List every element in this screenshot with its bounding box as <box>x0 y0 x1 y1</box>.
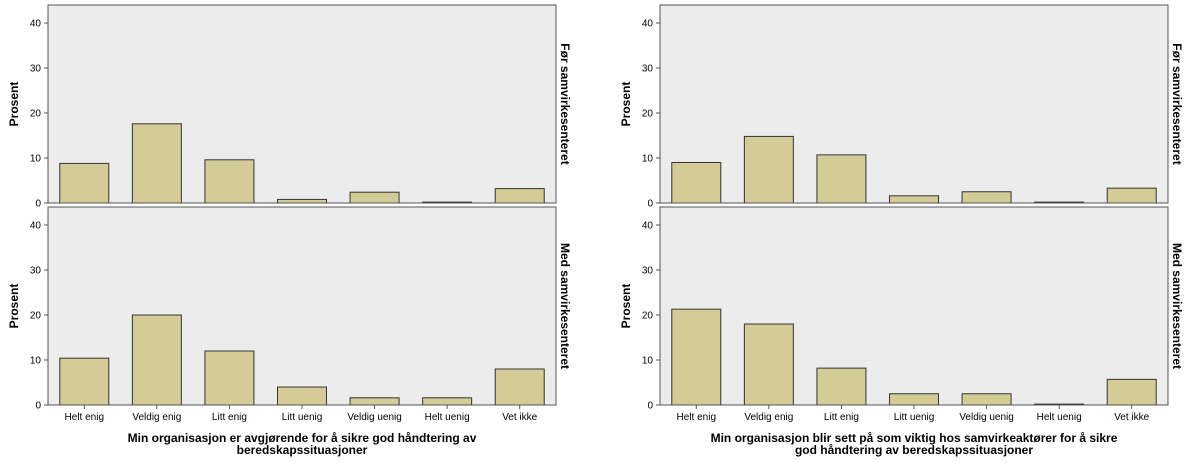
bar-4 <box>277 386 327 406</box>
y-tick-label: 30 <box>642 266 654 277</box>
plot-area <box>660 207 1168 405</box>
bar-7 <box>494 188 545 204</box>
y-tick-label: 20 <box>30 311 42 322</box>
x-tick-label: Helt uenig <box>425 412 470 423</box>
chart-1: 0 10 20 30 40 Prosent Før samvirkesenteret 0 10 2… <box>7 4 572 457</box>
y-tick-label: 10 <box>30 154 42 165</box>
y-tick-label: 10 <box>642 154 654 165</box>
chart-1-panel-2: 0 10 20 30 40 Prosent Med samvirkesenteret <box>7 206 572 412</box>
bar-3 <box>204 159 255 204</box>
y-tick-label: 30 <box>642 64 654 75</box>
bar-7 <box>1106 378 1157 406</box>
facet-label: Før samvirkesenteret <box>1170 43 1184 164</box>
y-tick-label: 20 <box>642 109 654 120</box>
x-tick-label: Vet ikke <box>502 412 537 423</box>
y-tick-label: 0 <box>647 401 653 412</box>
bar-1 <box>59 357 110 406</box>
x-tick-label: Veldig uenig <box>959 412 1014 423</box>
bar-4 <box>889 195 939 204</box>
facet-label: Før samvirkesenteret <box>558 43 572 164</box>
x-tick-label: Helt enig <box>677 412 716 423</box>
bar-3 <box>816 154 867 204</box>
facet-label: Med samvirkesenteret <box>558 243 572 369</box>
x-tick-label: Veldig enig <box>744 412 793 423</box>
x-tick-label: Litt uenig <box>282 412 323 423</box>
y-tick-label: 20 <box>30 109 42 120</box>
y-tick-label: 0 <box>35 401 41 412</box>
plot-frame <box>47 4 557 204</box>
y-tick-label: 30 <box>30 266 42 277</box>
chart-2-panel-2: 0 10 20 30 40 Prosent Med samvirkesenteret <box>619 206 1184 412</box>
bar-3 <box>816 367 867 406</box>
bar-6 <box>422 397 473 406</box>
chart-2: 0 10 20 30 40 Prosent Før samvirkesenteret 0 10 2… <box>619 4 1184 457</box>
y-tick-label: 0 <box>647 199 653 210</box>
y-tick-label: 40 <box>30 221 42 232</box>
y-tick-label: 10 <box>642 356 654 367</box>
bar-2 <box>131 314 182 406</box>
x-axis-label: god håndtering av beredskapssituasjoner <box>795 443 1033 457</box>
bar-4 <box>889 393 939 406</box>
x-axis-label: Min organisasjon er avgjørende for å sik… <box>128 431 477 445</box>
bar-1 <box>671 308 722 406</box>
x-tick-label: Litt enig <box>212 412 247 423</box>
bar-1 <box>59 162 110 204</box>
x-tick-label: Litt enig <box>824 412 859 423</box>
y-axis-label: Prosent <box>619 82 633 127</box>
chart-2-panel-1: 0 10 20 30 40 Prosent Før samvirkesenteret <box>619 4 1184 210</box>
y-tick-label: 20 <box>642 311 654 322</box>
plot-area <box>48 207 556 405</box>
y-axis-label: Prosent <box>619 284 633 329</box>
bar-4 <box>277 198 327 204</box>
bar-2 <box>743 323 794 406</box>
bar-3 <box>204 350 255 406</box>
bar-5 <box>961 393 1012 406</box>
facet-label: Med samvirkesenteret <box>1170 243 1184 369</box>
bar-5 <box>349 191 400 204</box>
plot-frame <box>659 4 1169 204</box>
x-tick-label: Litt uenig <box>894 412 935 423</box>
y-axis-label: Prosent <box>7 284 21 329</box>
bar-7 <box>1106 187 1157 204</box>
plot-area <box>660 5 1168 203</box>
x-tick-label: Helt uenig <box>1037 412 1082 423</box>
bar-5 <box>961 191 1012 204</box>
y-tick-label: 40 <box>642 221 654 232</box>
x-axis-label: beredskapssituasjoner <box>237 443 368 457</box>
y-tick-label: 40 <box>642 19 654 30</box>
x-tick-label: Veldig enig <box>132 412 181 423</box>
plot-area <box>48 5 556 203</box>
x-tick-label: Vet ikke <box>1114 412 1149 423</box>
y-tick-label: 30 <box>30 64 42 75</box>
bar-2 <box>131 123 182 204</box>
x-axis-label: Min organisasjon blir sett på som viktig… <box>711 431 1118 445</box>
x-tick-label: Veldig uenig <box>347 412 402 423</box>
y-axis-label: Prosent <box>7 82 21 127</box>
chart-1-panel-1: 0 10 20 30 40 Prosent Før samvirkesenteret <box>7 4 572 210</box>
y-tick-label: 40 <box>30 19 42 30</box>
bar-1 <box>671 162 722 204</box>
bar-5 <box>349 397 400 406</box>
y-tick-label: 10 <box>30 356 42 367</box>
x-tick-label: Helt enig <box>65 412 104 423</box>
bar-2 <box>743 135 794 204</box>
y-tick-label: 0 <box>35 199 41 210</box>
bar-7 <box>494 368 545 406</box>
